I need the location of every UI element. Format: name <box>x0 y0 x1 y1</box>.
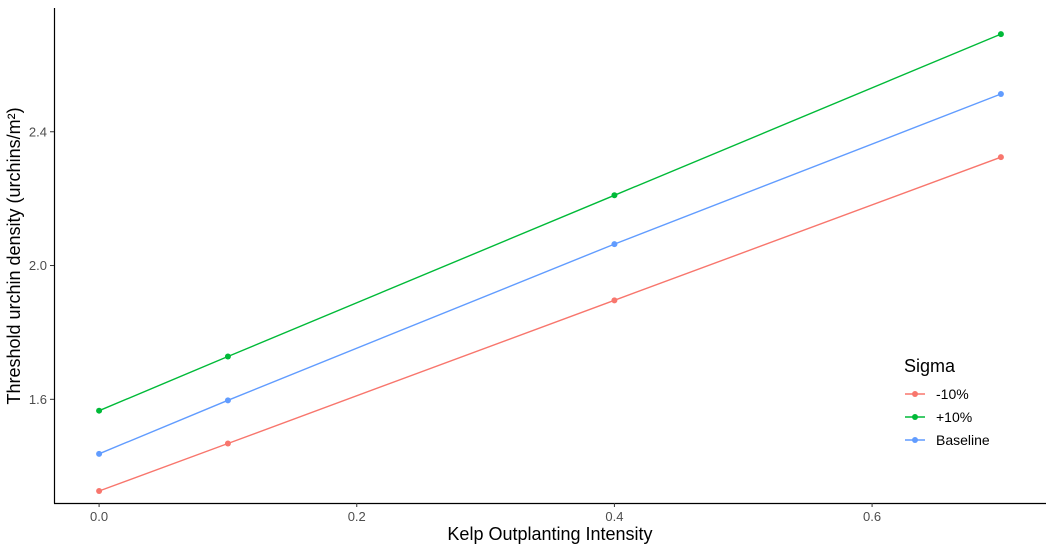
data-point <box>224 440 231 447</box>
x-tick-label: 0.2 <box>348 509 366 524</box>
data-point <box>997 154 1004 161</box>
legend-key-point <box>912 437 918 443</box>
y-tick-label: 2.4 <box>29 124 47 139</box>
x-axis-ticks: 0.0 0.2 0.4 0.6 <box>90 503 881 524</box>
y-axis-title: Threshold urchin density (urchins/m²) <box>4 107 24 404</box>
data-point <box>96 487 103 494</box>
data-point <box>224 397 231 404</box>
data-point <box>611 241 618 248</box>
data-point <box>224 353 231 360</box>
x-axis-title: Kelp Outplanting Intensity <box>447 524 652 544</box>
y-tick-label: 2.0 <box>29 258 47 273</box>
data-point <box>611 192 618 199</box>
data-point <box>611 297 618 304</box>
legend-key-point <box>912 391 918 397</box>
x-tick-label: 0.4 <box>605 509 623 524</box>
series-line-2 <box>98 93 1002 455</box>
data-point <box>997 90 1004 97</box>
legend: Sigma -10% +10% Baseline <box>904 356 990 448</box>
data-point <box>997 31 1004 38</box>
x-tick-label: 0.6 <box>863 509 881 524</box>
series-line-0 <box>98 156 1002 492</box>
legend-label: -10% <box>936 386 969 402</box>
data-point <box>96 407 103 414</box>
legend-title: Sigma <box>904 356 956 376</box>
data-point <box>96 450 103 457</box>
legend-label: +10% <box>936 409 972 425</box>
x-tick-label: 0.0 <box>90 509 108 524</box>
legend-label: Baseline <box>936 432 990 448</box>
y-tick-label: 1.6 <box>29 392 47 407</box>
plot-area <box>96 31 1004 494</box>
series-line-1 <box>98 33 1002 412</box>
y-axis-ticks: 1.6 2.0 2.4 <box>29 124 54 407</box>
legend-key-point <box>912 414 918 420</box>
